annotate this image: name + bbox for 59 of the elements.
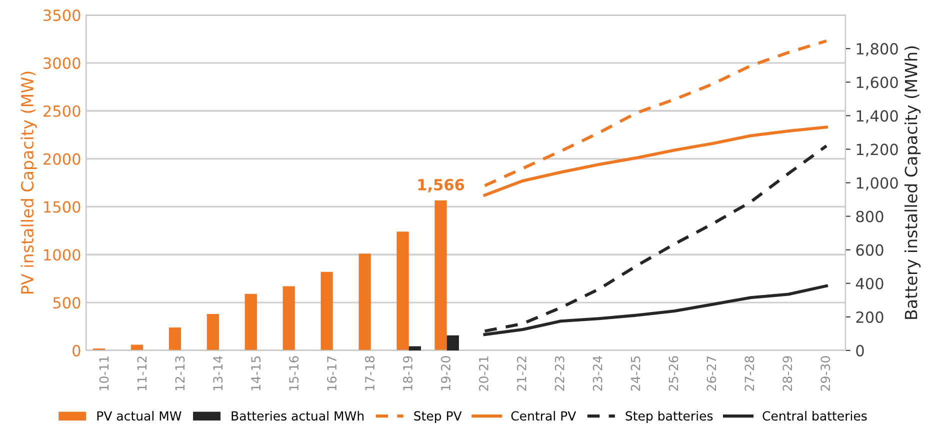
x-tick-label: 14-15 (251, 356, 261, 390)
bar (320, 272, 333, 350)
y2-tick-label: 1,000 (856, 177, 898, 190)
line-series (483, 39, 828, 188)
legend-label: Central batteries (762, 410, 867, 421)
bar (168, 327, 182, 350)
x-tick-label: 13-14 (213, 356, 223, 390)
y-tick-label: 1500 (44, 201, 80, 213)
bar (396, 232, 409, 350)
x-tick-label: 28-29 (782, 356, 792, 391)
y-tick-label: 3000 (44, 57, 80, 69)
bar (282, 286, 295, 350)
y-tick-label: 1000 (44, 249, 80, 261)
legend-label: Batteries actual MWh (232, 410, 364, 421)
y2-tick-label: 200 (856, 311, 884, 323)
y2-tick-label: 400 (856, 278, 884, 290)
x-tick-label: 18-19 (403, 356, 412, 390)
x-tick-label: 16-17 (327, 356, 337, 390)
y-axis-title: PV installed Capacity (MW) (20, 72, 37, 294)
y2-tick-label: 1,400 (856, 110, 898, 124)
x-tick-label: 29-30 (820, 356, 830, 391)
line-series (483, 126, 828, 197)
x-tick-label: 20-21 (478, 356, 488, 391)
y2-tick-label: 1,200 (856, 144, 898, 157)
x-tick-label: 25-26 (668, 356, 678, 391)
x-tick-label: 22-23 (554, 356, 564, 391)
x-tick-label: 27-28 (744, 356, 754, 391)
x-tick-label: 24-25 (630, 356, 640, 391)
legend-label: Step batteries (626, 410, 713, 424)
x-tick-label: 23-24 (592, 356, 602, 391)
bar (130, 344, 144, 350)
y-tick-label: 500 (53, 297, 80, 309)
y-tick-label: 3500 (44, 10, 80, 22)
y-tick-label: 0 (72, 344, 80, 356)
x-tick-label: 10-11 (99, 356, 109, 390)
legend-label: Step PV (414, 411, 462, 424)
line-series (483, 144, 828, 333)
bar (358, 254, 371, 350)
y2-tick-label: 0 (856, 344, 864, 356)
y-tick-label: 2500 (43, 105, 80, 117)
x-tick-label: 12-13 (175, 356, 185, 390)
legend-label: PV actual MW (97, 410, 182, 421)
x-tick-label: 26-27 (706, 356, 716, 391)
y2-tick-label: 800 (856, 210, 884, 222)
bar (206, 314, 219, 350)
y2-tick-label: 1,800 (856, 43, 898, 56)
x-tick-label: 15-16 (289, 356, 299, 390)
data-label: 1,566 (418, 178, 464, 192)
x-tick-label: 11-12 (137, 356, 147, 390)
x-tick-label: 19-20 (440, 356, 450, 390)
y2-tick-label: 600 (856, 244, 884, 256)
bar (434, 200, 447, 350)
y-tick-label: 2000 (43, 153, 80, 165)
legend-label: Central PV (511, 410, 576, 421)
x-tick-label: 21-22 (516, 356, 526, 391)
bar (244, 294, 257, 350)
y2-tick-label: 1,600 (856, 76, 898, 90)
x-tick-label: 17-18 (365, 356, 374, 390)
y2-axis-title: Battery installed Capacity (MWh) (904, 46, 921, 319)
